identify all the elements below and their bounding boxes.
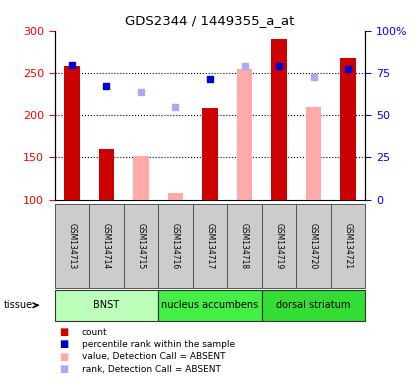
Text: dorsal striatum: dorsal striatum [276,300,351,310]
Text: GSM134718: GSM134718 [240,223,249,269]
Bar [55,290,158,321]
Bar [202,108,218,200]
Text: ■: ■ [59,339,68,349]
Bar [55,204,89,288]
Bar [168,193,183,200]
Text: percentile rank within the sample: percentile rank within the sample [82,340,235,349]
Bar [158,290,262,321]
Text: nucleus accumbens: nucleus accumbens [161,300,259,310]
Text: BNST: BNST [93,300,119,310]
Text: GSM134714: GSM134714 [102,223,111,269]
Bar [123,204,158,288]
Text: GSM134716: GSM134716 [171,223,180,269]
Bar [262,290,365,321]
Text: ■: ■ [59,327,68,337]
Text: GSM134713: GSM134713 [67,223,76,269]
Bar [158,204,193,288]
Text: GSM134720: GSM134720 [309,223,318,269]
Bar [227,204,262,288]
Text: GSM134721: GSM134721 [344,223,353,269]
Bar [271,39,287,200]
Text: tissue: tissue [4,300,33,310]
Bar [306,107,321,200]
Bar [331,204,365,288]
Text: value, Detection Call = ABSENT: value, Detection Call = ABSENT [82,352,226,361]
Title: GDS2344 / 1449355_a_at: GDS2344 / 1449355_a_at [125,14,295,27]
Bar [89,204,123,288]
Text: GSM134717: GSM134717 [205,223,215,269]
Bar [237,69,252,200]
Bar [133,156,149,200]
Text: ■: ■ [59,364,68,374]
Text: GSM134719: GSM134719 [275,223,284,269]
Text: GSM134715: GSM134715 [136,223,145,269]
Text: ■: ■ [59,352,68,362]
Bar [262,204,297,288]
Bar [340,58,356,200]
Text: rank, Detection Call = ABSENT: rank, Detection Call = ABSENT [82,364,221,374]
Bar [64,66,80,200]
Text: count: count [82,328,108,337]
Bar [193,204,227,288]
Bar [99,149,114,200]
Bar [297,204,331,288]
